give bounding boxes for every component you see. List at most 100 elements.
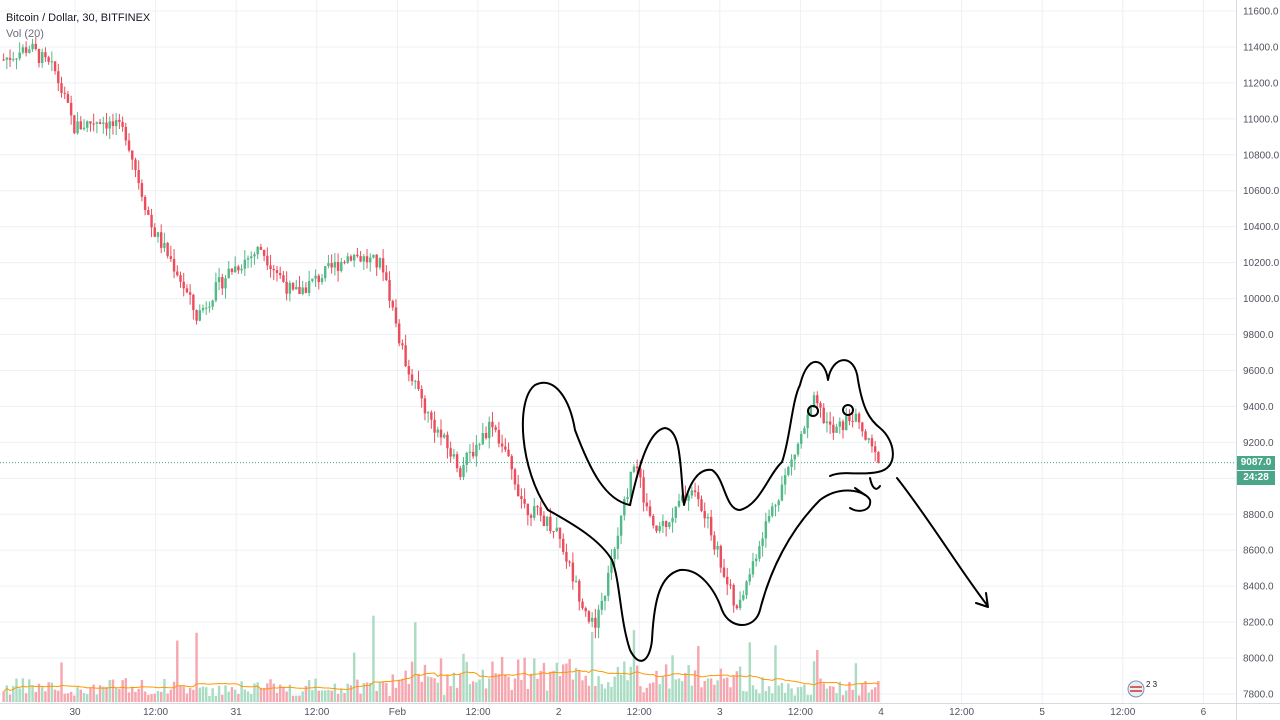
volume-bar <box>738 666 742 702</box>
volume-bar <box>812 661 816 702</box>
candle-body <box>677 500 681 507</box>
volume-bar <box>182 686 185 702</box>
candle-body <box>709 516 713 536</box>
candle-body <box>700 499 703 512</box>
volume-bar <box>677 678 681 702</box>
price-axis[interactable]: 7800.08000.08200.08400.08600.08800.09000… <box>1236 0 1280 720</box>
volume-bar <box>269 679 272 702</box>
candle-body <box>224 278 227 289</box>
volume-bar <box>648 683 652 702</box>
volume-bar <box>407 684 411 702</box>
volume-bar <box>230 687 234 702</box>
candle-body <box>98 122 102 124</box>
volume-bar <box>587 685 591 702</box>
candle-body <box>623 499 626 516</box>
y-tick-label: 10400.0 <box>1243 222 1280 233</box>
time-axis[interactable]: 30 12:00 31 12:00 Feb 12:00 2 12:00 3 12:00 4 12:00… <box>0 703 1280 719</box>
candle-body <box>372 254 375 258</box>
candle-body <box>195 310 198 321</box>
volume-bar <box>44 691 47 702</box>
candle-body <box>809 407 813 415</box>
candle-body <box>877 452 880 463</box>
candle-body <box>47 57 50 62</box>
volume-bar <box>92 684 95 702</box>
candle-body <box>462 464 465 477</box>
candle-body <box>336 261 340 271</box>
y-tick-label: 8400.0 <box>1243 582 1274 593</box>
volume-bar <box>526 688 530 702</box>
candle-body <box>256 246 259 255</box>
y-tick-label: 9200.0 <box>1243 438 1274 449</box>
candle-body <box>513 469 517 485</box>
volume-bar <box>327 689 330 702</box>
volume-bar <box>40 687 44 702</box>
candle-body <box>436 429 439 433</box>
volume-bar <box>536 678 539 702</box>
candle-body <box>159 232 163 248</box>
candle-body <box>282 275 285 282</box>
volume-bar <box>822 683 825 702</box>
volume-bar <box>433 678 436 702</box>
candle-body <box>767 516 771 522</box>
volume-bar <box>60 662 63 702</box>
candle-body <box>397 323 401 344</box>
volume-bar <box>861 683 864 702</box>
candle-body <box>253 254 256 257</box>
volume-bar <box>195 632 198 702</box>
volume-bar <box>735 671 739 702</box>
volume-bar <box>555 662 558 702</box>
volume-bar <box>787 683 790 702</box>
volume-bar <box>301 691 304 702</box>
candle-body <box>629 471 632 498</box>
candle-body <box>523 498 526 504</box>
volume-bar <box>607 682 610 702</box>
volume-bar <box>552 670 555 702</box>
drawing-body <box>629 359 894 511</box>
volume-bar <box>359 693 362 702</box>
candle-body <box>777 500 780 506</box>
volume-bar <box>700 687 703 702</box>
volume-bar <box>227 691 230 702</box>
candle-body <box>867 438 870 440</box>
volume-bar <box>266 683 269 702</box>
volume-bar <box>159 691 163 702</box>
volume-bar <box>349 685 353 702</box>
volume-bar <box>369 682 372 702</box>
candle-body <box>758 546 761 559</box>
candle-body <box>304 287 308 293</box>
candle-body <box>536 506 539 508</box>
candle-body <box>246 258 250 260</box>
candle-body <box>594 617 597 628</box>
drawing-feet <box>854 477 881 496</box>
symbol-title[interactable]: Bitcoin / Dollar, 30, BITFINEX <box>6 12 151 24</box>
candle-body <box>516 484 520 497</box>
plot-area <box>0 0 1236 703</box>
candle-body <box>134 159 137 171</box>
candle-body <box>63 92 66 94</box>
volume-bar <box>471 681 475 702</box>
volume-bar <box>272 683 275 702</box>
volume-bar <box>89 687 92 702</box>
candle-body <box>121 121 124 127</box>
candle-body <box>243 259 247 269</box>
volume-bar <box>131 686 134 702</box>
volume-bar <box>211 688 214 702</box>
volume-bar <box>590 631 594 702</box>
volume-indicator-label[interactable]: Vol (20) <box>6 28 44 40</box>
candle-body <box>873 446 877 453</box>
volume-bar <box>233 689 237 702</box>
volume-bar <box>857 695 861 702</box>
volume-bar <box>719 668 723 702</box>
volume-bar <box>542 662 546 702</box>
candle-body <box>79 121 83 130</box>
candle-body <box>8 57 12 60</box>
volume-bar <box>317 690 320 702</box>
volume-bar <box>481 669 485 702</box>
volume-bar <box>748 642 751 702</box>
candle-body <box>346 256 349 263</box>
candle-body <box>430 412 433 420</box>
volume-bar <box>449 686 452 702</box>
volume-bar <box>298 695 301 702</box>
volume-bar <box>372 615 375 702</box>
